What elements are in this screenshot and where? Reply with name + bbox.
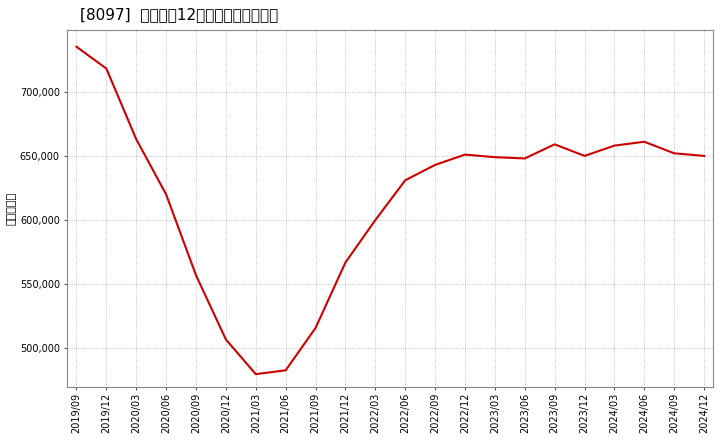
Text: [8097]  売上高の12か月移動合計の推移: [8097] 売上高の12か月移動合計の推移 xyxy=(81,7,279,22)
Y-axis label: （百万円）: （百万円） xyxy=(7,192,17,225)
